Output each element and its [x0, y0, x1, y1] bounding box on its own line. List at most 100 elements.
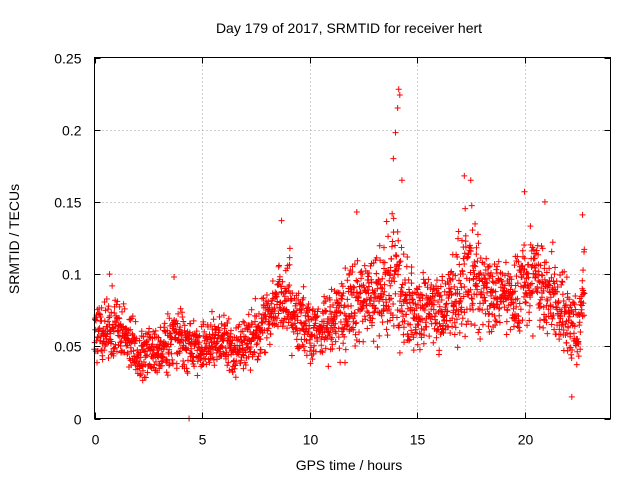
- data-point: [306, 322, 313, 329]
- data-point: [395, 86, 402, 93]
- data-point: [526, 317, 533, 324]
- data-point: [472, 263, 479, 270]
- data-point: [298, 301, 305, 308]
- data-point: [262, 349, 269, 356]
- data-point: [149, 341, 156, 348]
- data-point: [263, 291, 270, 298]
- data-point: [363, 302, 370, 309]
- data-point: [353, 277, 360, 284]
- data-point: [329, 341, 336, 348]
- data-point: [390, 215, 397, 222]
- data-point: [392, 242, 399, 249]
- data-point: [321, 293, 328, 300]
- data-point: [557, 331, 564, 338]
- data-point: [281, 298, 288, 305]
- data-point: [386, 296, 393, 303]
- data-point: [581, 290, 588, 297]
- data-point: [537, 262, 544, 269]
- data-point: [398, 302, 405, 309]
- data-point: [152, 327, 159, 334]
- data-point: [365, 273, 372, 280]
- data-point: [103, 296, 110, 303]
- data-point: [438, 308, 445, 315]
- data-point: [374, 344, 381, 351]
- data-point: [410, 347, 417, 354]
- data-point: [305, 300, 312, 307]
- data-point: [351, 284, 358, 291]
- data-point: [560, 327, 567, 334]
- data-point: [342, 346, 349, 353]
- data-point: [481, 261, 488, 268]
- data-point: [452, 272, 459, 279]
- data-point: [236, 321, 243, 328]
- data-point: [157, 337, 164, 344]
- x-tick-label: 0: [92, 432, 100, 448]
- data-point: [516, 328, 523, 335]
- data-point: [373, 270, 380, 277]
- data-point: [418, 325, 425, 332]
- data-point: [173, 365, 180, 372]
- data-point: [216, 313, 223, 320]
- data-point: [269, 277, 276, 284]
- data-point: [218, 342, 225, 349]
- data-point: [318, 342, 325, 349]
- data-point: [263, 334, 270, 341]
- data-point: [251, 349, 258, 356]
- data-point: [456, 329, 463, 336]
- y-axis-label: SRMTID / TECUs: [6, 184, 22, 294]
- data-point: [561, 302, 568, 309]
- data-point: [406, 289, 413, 296]
- data-point: [372, 305, 379, 312]
- data-point: [521, 242, 528, 249]
- data-point: [503, 331, 510, 338]
- data-point: [222, 323, 229, 330]
- data-point: [313, 313, 320, 320]
- data-point: [142, 348, 149, 355]
- data-point: [405, 276, 412, 283]
- data-point: [115, 327, 122, 334]
- data-point: [305, 313, 312, 320]
- data-point: [332, 320, 339, 327]
- data-point: [154, 369, 161, 376]
- data-point: [468, 321, 475, 328]
- data-point: [406, 337, 413, 344]
- data-point: [133, 335, 140, 342]
- data-point: [445, 295, 452, 302]
- data-point: [543, 319, 550, 326]
- data-point: [265, 298, 272, 305]
- data-point: [538, 272, 545, 279]
- data-point: [491, 304, 498, 311]
- data-point: [304, 304, 311, 311]
- data-point: [432, 292, 439, 299]
- data-point: [394, 228, 401, 235]
- data-point: [355, 295, 362, 302]
- data-point: [568, 393, 575, 400]
- data-point: [286, 261, 293, 268]
- data-point: [519, 262, 526, 269]
- data-point: [247, 344, 254, 351]
- data-point: [479, 306, 486, 313]
- data-point: [440, 313, 447, 320]
- data-point: [492, 288, 499, 295]
- data-point: [306, 307, 313, 314]
- data-point: [484, 306, 491, 313]
- data-point: [533, 247, 540, 254]
- data-point: [486, 275, 493, 282]
- data-point: [450, 303, 457, 310]
- data-point: [447, 285, 454, 292]
- data-point: [344, 322, 351, 329]
- data-point: [279, 278, 286, 285]
- data-point: [541, 198, 548, 205]
- data-point: [307, 360, 314, 367]
- data-point: [455, 235, 462, 242]
- data-point: [176, 348, 183, 355]
- data-point: [437, 292, 444, 299]
- data-point: [332, 338, 339, 345]
- data-point: [553, 278, 560, 285]
- data-point: [444, 308, 451, 315]
- data-point: [207, 321, 214, 328]
- data-point: [163, 369, 170, 376]
- data-point: [285, 319, 292, 326]
- data-point: [353, 319, 360, 326]
- y-ticks: 0 0.05 0.1 0.15 0.2 0.25: [54, 51, 611, 428]
